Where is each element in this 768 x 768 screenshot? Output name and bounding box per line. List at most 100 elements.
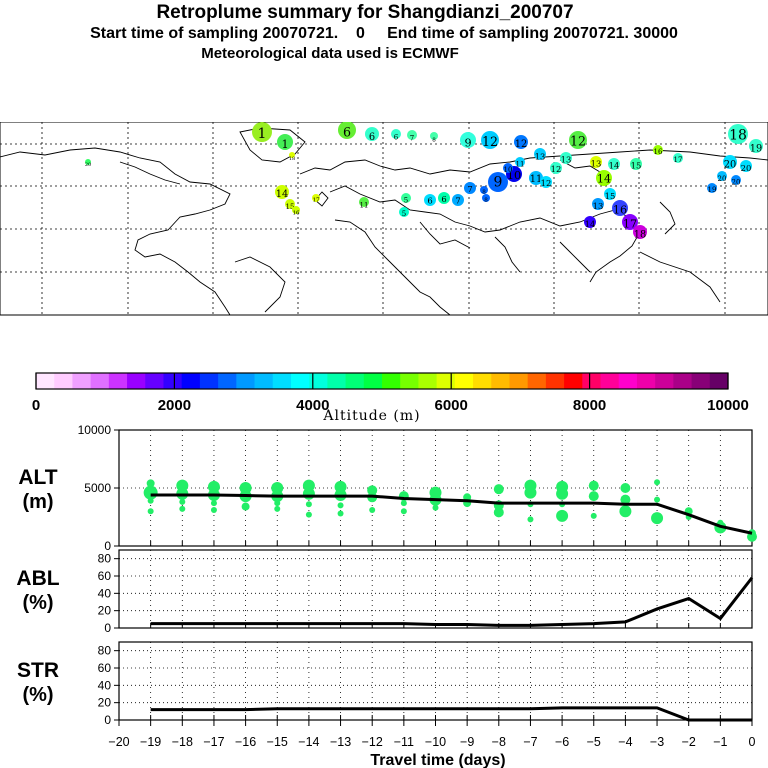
map-marker-label: 20 — [724, 159, 736, 170]
y-tick-label: 20 — [98, 696, 112, 710]
map-trajectory-marker — [424, 194, 436, 206]
colorbar-cell — [72, 373, 92, 389]
alt-point — [210, 507, 217, 514]
colorbar-cell — [509, 373, 529, 389]
map-marker-label: 6 — [343, 124, 351, 139]
map-trajectory-marker — [338, 122, 356, 139]
x-tick-label: −18 — [172, 735, 193, 749]
y-tick-label: 80 — [98, 552, 112, 566]
map-trajectory-marker — [481, 131, 499, 149]
colorbar-cell — [254, 373, 274, 389]
y-axis-label-alt: ALT — [18, 466, 57, 489]
map-marker-label: 7 — [455, 196, 460, 206]
map-trajectory-marker — [515, 157, 525, 167]
map-marker-label: 20 — [741, 163, 752, 173]
x-tick-label: −17 — [203, 735, 224, 749]
map-marker-label: 15 — [631, 161, 642, 171]
colorbar-cell — [655, 373, 674, 389]
map-trajectory-marker — [399, 207, 409, 217]
colorbar-cell — [345, 373, 365, 389]
colorbar-cell — [108, 373, 128, 389]
alt-point — [620, 483, 631, 493]
colorbar-cell — [54, 373, 73, 389]
map-marker-label: 6 — [427, 196, 432, 206]
colorbar-cell — [90, 373, 110, 389]
map-marker-label: 11 — [360, 202, 369, 210]
map-trajectory-marker — [488, 172, 508, 192]
map-trajectory-marker — [707, 183, 717, 193]
map-marker-label: 15 — [286, 203, 295, 211]
map-marker-label: 9 — [494, 175, 503, 191]
alt-point — [400, 500, 407, 507]
map-trajectory-marker — [622, 214, 638, 230]
colorbar-cell — [218, 373, 237, 389]
colorbar-cell — [400, 373, 419, 389]
map-trajectory-marker — [560, 152, 572, 164]
y-axis-unit-abl: (%) — [22, 592, 53, 614]
map-marker-label: 18 — [729, 127, 747, 143]
y-tick-label: 10000 — [78, 423, 112, 437]
map-marker-label: 12 — [551, 164, 562, 174]
map-marker-label: 14 — [585, 219, 596, 229]
colorbar-cell — [163, 373, 183, 389]
colorbar-cell — [545, 373, 565, 389]
y-tick-label: 60 — [98, 661, 112, 675]
y-axis-unit-str: (%) — [22, 684, 53, 706]
map-trajectory-marker — [728, 124, 748, 144]
meteorology-line: Meteorological data used is ECMWF — [201, 45, 459, 62]
y-tick-label: 0 — [104, 539, 111, 553]
alt-point — [556, 509, 569, 522]
map-marker-label: 11 — [530, 174, 542, 185]
x-tick-label: −2 — [682, 735, 696, 749]
map-trajectory-marker — [438, 192, 450, 204]
x-tick-label: 0 — [749, 735, 756, 749]
y-axis-label-str: STR — [17, 659, 59, 682]
alt-point — [527, 516, 534, 523]
abl-line — [150, 576, 754, 627]
x-tick-label: −3 — [650, 735, 664, 749]
y-tick-label: 0 — [104, 713, 111, 727]
map-trajectory-marker — [569, 131, 587, 149]
map-trajectory-marker — [464, 182, 476, 194]
map-marker-label: 5 — [402, 210, 406, 218]
map-marker-label: 13 — [591, 159, 602, 169]
map-marker-label: 19 — [708, 186, 717, 194]
colorbar-tick-label: 6000 — [435, 397, 468, 414]
map-marker-label: 10 — [504, 166, 513, 174]
map-trajectory-marker — [653, 145, 663, 155]
alt-point — [143, 485, 158, 500]
map-trajectory-marker — [252, 122, 272, 142]
map-trajectory-marker — [480, 186, 488, 194]
map-trajectory-marker — [749, 139, 763, 153]
alt-point — [241, 502, 250, 511]
alt-point — [146, 479, 155, 488]
map-trajectory-marker — [740, 160, 752, 172]
colorbar-cell — [145, 373, 164, 389]
map-marker-label: 20 — [85, 162, 91, 168]
colorbar-cell — [272, 373, 292, 389]
colorbar-cell — [236, 373, 256, 389]
x-tick-label: −14 — [298, 735, 319, 749]
alt-point — [147, 508, 154, 515]
colorbar-cell — [127, 373, 146, 389]
str-line — [150, 706, 752, 722]
map-marker-label: 13 — [535, 151, 546, 161]
map-marker-label: 12 — [482, 134, 498, 149]
alt-point — [274, 505, 281, 512]
map-marker-label: 17 — [312, 198, 320, 204]
map-trajectory-marker — [673, 153, 683, 163]
alt-point — [179, 498, 186, 505]
panel-frame — [118, 549, 753, 629]
map-marker-label: 8 — [484, 198, 488, 204]
colorbar-cell — [618, 373, 638, 389]
colorbar-cell — [636, 373, 656, 389]
alt-point — [590, 512, 597, 519]
x-tick-label: −19 — [140, 735, 161, 749]
map-marker-label: 13 — [561, 155, 572, 165]
alt-point — [620, 494, 631, 505]
map-marker-label: 7 — [410, 134, 414, 142]
y-axis-label-abl: ABL — [16, 567, 59, 590]
